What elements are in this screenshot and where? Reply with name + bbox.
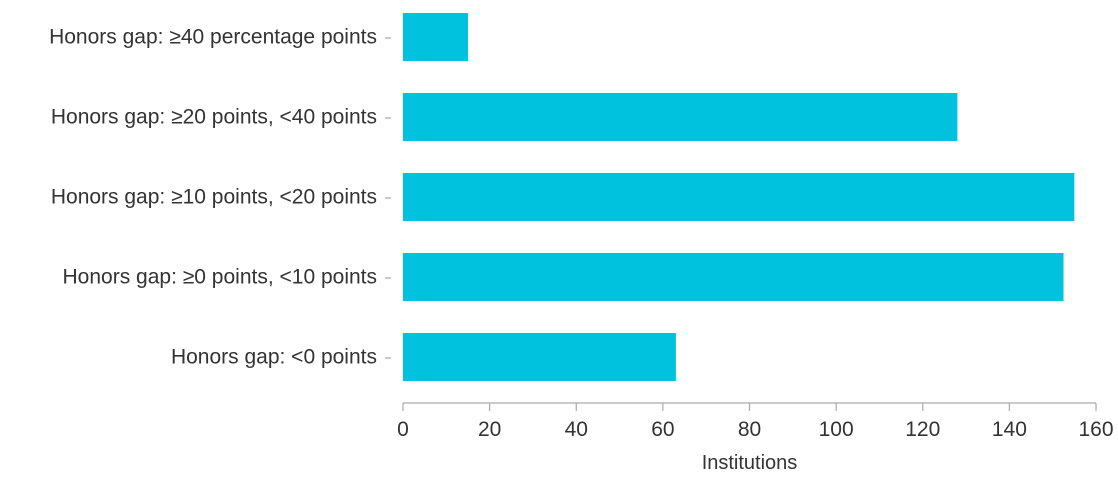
bar xyxy=(403,173,1075,221)
category-label: Honors gap: ≥10 points, <20 points xyxy=(51,186,377,209)
bar xyxy=(403,253,1064,301)
category-label: Honors gap: ≥0 points, <10 points xyxy=(63,266,377,289)
x-axis-title: Institutions xyxy=(702,452,798,474)
x-tick-label: 160 xyxy=(1078,418,1113,441)
x-tick-label: 20 xyxy=(478,418,501,441)
x-tick-label: 40 xyxy=(565,418,588,441)
x-tick-label: 80 xyxy=(738,418,761,441)
bars-layer xyxy=(403,13,1075,381)
category-label: Honors gap: <0 points xyxy=(171,346,377,369)
x-tick-label: 120 xyxy=(905,418,940,441)
x-axis: 0 20 40 60 80 100 120 140 160 xyxy=(397,402,1114,441)
category-label: Honors gap: ≥40 percentage points xyxy=(49,26,377,49)
category-labels: Honors gap: ≥40 percentage points Honors … xyxy=(49,26,391,369)
x-tick-label: 100 xyxy=(819,418,854,441)
bar xyxy=(403,93,958,141)
category-label: Honors gap: ≥20 points, <40 points xyxy=(51,106,377,129)
bar xyxy=(403,13,468,61)
x-tick-label: 140 xyxy=(992,418,1027,441)
x-tick-label: 0 xyxy=(397,418,409,441)
bar xyxy=(403,333,676,381)
x-tick-label: 60 xyxy=(651,418,674,441)
